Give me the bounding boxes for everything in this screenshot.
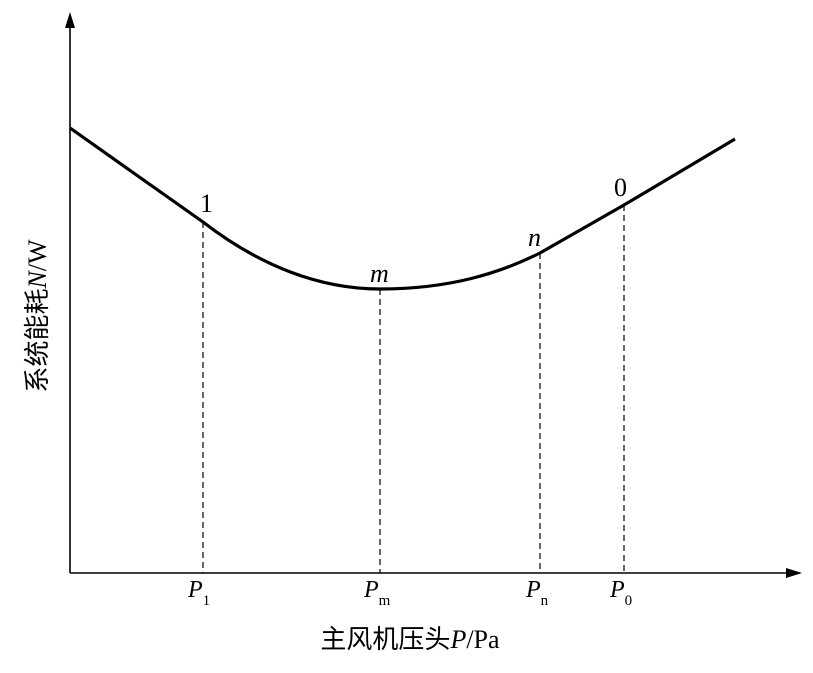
tick-symbol: P xyxy=(363,577,379,603)
point-label: 0 xyxy=(614,173,627,202)
tick-symbol: P xyxy=(525,577,541,603)
tick-subscript: 0 xyxy=(625,593,633,609)
curve xyxy=(69,126,736,291)
y-label-text: 系统能耗 xyxy=(23,289,53,393)
y-axis-label: 系统能耗N/W xyxy=(23,239,53,393)
y-arrow xyxy=(65,12,75,28)
y-label-var: N xyxy=(23,270,52,290)
point-label: m xyxy=(370,259,389,288)
tick-subscript: n xyxy=(541,593,549,609)
tick-symbol: P xyxy=(187,577,203,603)
tick-label: Pn xyxy=(525,577,549,609)
x-label-text: 主风机压头 xyxy=(320,625,450,655)
x-label-var: P xyxy=(449,625,466,654)
tick-label: Pm xyxy=(363,577,391,609)
x-label-unit: /Pa xyxy=(466,625,500,654)
tick-symbol: P xyxy=(609,577,625,603)
tick-subscript: m xyxy=(379,593,391,609)
point-label: 1 xyxy=(200,189,213,218)
tick-label: P0 xyxy=(609,577,632,609)
x-arrow xyxy=(786,568,802,578)
tick-subscript: 1 xyxy=(203,593,211,609)
x-axis-label: 主风机压头P/Pa xyxy=(320,625,500,655)
point-label: n xyxy=(528,223,541,252)
y-label-unit: /W xyxy=(23,239,52,271)
tick-label: P1 xyxy=(187,577,210,609)
